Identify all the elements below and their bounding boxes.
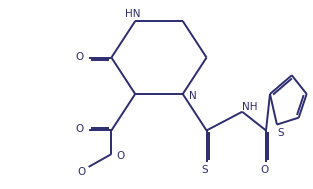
Text: O: O xyxy=(116,151,125,161)
Text: O: O xyxy=(260,165,268,175)
Text: O: O xyxy=(75,125,84,135)
Text: S: S xyxy=(278,128,284,138)
Text: S: S xyxy=(201,165,208,175)
Text: O: O xyxy=(78,167,86,177)
Text: NH: NH xyxy=(242,102,258,112)
Text: N: N xyxy=(189,91,197,101)
Text: HN: HN xyxy=(126,9,141,19)
Text: O: O xyxy=(75,52,84,62)
